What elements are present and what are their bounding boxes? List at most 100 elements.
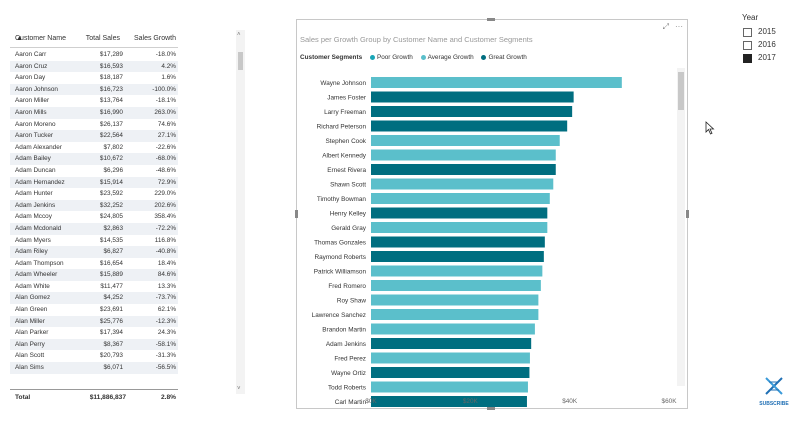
bar[interactable] bbox=[371, 309, 539, 320]
chart-scroll-thumb[interactable] bbox=[678, 72, 684, 110]
header-total-sales[interactable]: Total Sales bbox=[85, 35, 120, 42]
table-row[interactable]: Aaron Tucker $22,564 27.1% bbox=[10, 130, 178, 142]
category-label: Carl Martin bbox=[335, 399, 367, 406]
table-row[interactable]: Adam Alexander $7,802 -22.6% bbox=[10, 142, 178, 154]
bar[interactable] bbox=[371, 207, 548, 219]
table-row[interactable]: Adam White $11,477 13.3% bbox=[10, 281, 178, 293]
bar[interactable] bbox=[371, 222, 548, 233]
header-customer-name[interactable]: Customer Name bbox=[15, 35, 66, 42]
cell-sales-growth: 263.0% bbox=[154, 108, 176, 116]
table-row[interactable]: Adam Bailey $10,672 -68.0% bbox=[10, 153, 178, 165]
table-row[interactable]: Aaron Miller $13,764 -18.1% bbox=[10, 95, 178, 107]
bar[interactable] bbox=[371, 77, 622, 88]
legend-item-great-growth[interactable]: Great Growth bbox=[481, 54, 527, 61]
sales-growth-bar-chart[interactable]: ⤢ ··· Sales per Growth Group by Customer … bbox=[295, 18, 689, 410]
cell-sales-growth: -58.1% bbox=[155, 340, 176, 348]
resize-handle-right[interactable] bbox=[686, 210, 689, 218]
table-row[interactable]: Alan Miller $25,776 -12.3% bbox=[10, 315, 178, 328]
bar[interactable] bbox=[371, 352, 530, 364]
table-row[interactable]: Aaron Mills $16,990 263.0% bbox=[10, 106, 178, 119]
legend-item-average-growth[interactable]: Average Growth bbox=[420, 54, 474, 61]
checkbox-2016[interactable] bbox=[743, 41, 752, 50]
scroll-down-icon[interactable]: ˅ bbox=[237, 386, 241, 392]
table-scrollbar[interactable]: ˄ ˅ bbox=[236, 30, 245, 394]
bar[interactable] bbox=[371, 178, 554, 190]
cell-customer-name: Adam Thompson bbox=[15, 259, 64, 267]
dna-logo-icon bbox=[765, 377, 783, 395]
table-row[interactable]: Adam Mccoy $24,805 358.4% bbox=[10, 211, 178, 223]
table-row[interactable]: Adam Thompson $16,654 18.4% bbox=[10, 258, 178, 270]
bar[interactable] bbox=[371, 106, 573, 117]
subscribe-badge[interactable]: SUBSCRIBE bbox=[754, 376, 794, 407]
resize-handle-bottom[interactable] bbox=[487, 407, 495, 410]
bar[interactable] bbox=[371, 120, 568, 132]
bar[interactable] bbox=[371, 323, 535, 335]
table-row[interactable]: Adam Hunter $23,592 229.0% bbox=[10, 188, 178, 200]
bar[interactable] bbox=[371, 135, 560, 146]
bar[interactable] bbox=[371, 193, 550, 204]
cell-sales-growth: 116.8% bbox=[154, 236, 176, 244]
focus-mode-icon[interactable]: ⤢ bbox=[662, 22, 669, 31]
more-options-icon[interactable]: ··· bbox=[675, 22, 683, 31]
bar[interactable] bbox=[371, 251, 544, 262]
legend-item-poor-growth[interactable]: Poor Growth bbox=[369, 54, 413, 61]
table-row[interactable]: Alan Sims $6,071 -56.5% bbox=[10, 362, 178, 374]
bar[interactable] bbox=[371, 338, 532, 349]
cell-customer-name: Alan Perry bbox=[15, 340, 45, 348]
table-row[interactable]: Aaron Johnson $16,723 -100.0% bbox=[10, 83, 178, 96]
table-row[interactable]: Adam Wheeler $15,889 84.6% bbox=[10, 269, 178, 281]
table-row[interactable]: Alan Parker $17,394 24.3% bbox=[10, 327, 178, 339]
table-row[interactable]: Aaron Cruz $16,593 4.2% bbox=[10, 60, 178, 73]
cell-sales-growth: -12.3% bbox=[155, 317, 176, 325]
bar[interactable] bbox=[371, 396, 527, 407]
table-row[interactable]: Alan Scott $20,793 -31.3% bbox=[10, 350, 178, 362]
chart-scrollbar[interactable] bbox=[677, 68, 685, 386]
table-row[interactable]: Adam Jenkins $32,252 202.6% bbox=[10, 199, 178, 212]
total-growth-value: 2.8% bbox=[160, 394, 176, 401]
cell-customer-name: Aaron Mills bbox=[15, 108, 47, 116]
slicer-item-2016[interactable]: 2016 bbox=[742, 39, 798, 52]
cell-total-sales: $10,672 bbox=[99, 155, 123, 163]
legend-dot-poor-growth bbox=[369, 54, 375, 60]
table-row[interactable]: Alan Green $23,691 62.1% bbox=[10, 304, 178, 316]
cell-customer-name: Adam Riley bbox=[15, 248, 48, 256]
table-row[interactable]: Adam Myers $14,535 116.8% bbox=[10, 235, 178, 247]
bar[interactable] bbox=[371, 367, 530, 378]
bar[interactable] bbox=[371, 236, 545, 248]
bar[interactable] bbox=[371, 294, 539, 306]
table-row[interactable]: Adam Hernandez $15,914 72.9% bbox=[10, 176, 178, 189]
cell-customer-name: Adam Mccoy bbox=[15, 213, 52, 221]
cell-total-sales: $8,367 bbox=[103, 340, 123, 348]
slicer-item-2017[interactable]: 2017 bbox=[742, 52, 798, 65]
category-label: Wayne Johnson bbox=[320, 80, 366, 87]
cell-total-sales: $11,477 bbox=[100, 282, 123, 290]
bar[interactable] bbox=[371, 91, 574, 103]
category-label: Wayne Ortiz bbox=[331, 370, 366, 377]
table-row[interactable]: Adam Mcdonald $2,863 -72.2% bbox=[10, 222, 178, 235]
cell-total-sales: $24,805 bbox=[99, 213, 123, 221]
resize-handle-top[interactable] bbox=[487, 18, 495, 21]
header-sales-growth[interactable]: Sales Growth bbox=[133, 35, 176, 42]
resize-handle-left[interactable] bbox=[295, 210, 298, 218]
bar[interactable] bbox=[371, 381, 528, 393]
table-row[interactable]: Alan Gomez $4,252 -73.7% bbox=[10, 292, 178, 305]
x-tick-label: $20K bbox=[463, 398, 479, 405]
table-row[interactable]: Aaron Day $18,187 1.6% bbox=[10, 72, 178, 84]
table-row[interactable]: Adam Riley $6,827 -40.8% bbox=[10, 246, 178, 258]
table-row[interactable]: Aaron Carr $17,289 -18.0% bbox=[10, 49, 178, 61]
bar[interactable] bbox=[371, 164, 556, 175]
table-scroll-thumb[interactable] bbox=[238, 52, 243, 70]
table-row[interactable]: Alan Perry $8,367 -58.1% bbox=[10, 338, 178, 351]
slicer-item-2015[interactable]: 2015 bbox=[742, 26, 798, 39]
cell-total-sales: $6,296 bbox=[103, 166, 123, 174]
checkbox-2017[interactable] bbox=[743, 54, 752, 63]
scroll-up-icon[interactable]: ˄ bbox=[237, 32, 241, 38]
bar[interactable] bbox=[371, 265, 543, 277]
checkbox-2015[interactable] bbox=[743, 28, 752, 37]
bar[interactable] bbox=[371, 149, 556, 161]
table-row[interactable]: Adam Duncan $6,296 -48.6% bbox=[10, 165, 178, 177]
bar[interactable] bbox=[371, 280, 541, 291]
cell-sales-growth: -100.0% bbox=[152, 85, 176, 93]
category-label: Timothy Bowman bbox=[317, 196, 367, 203]
table-row[interactable]: Aaron Moreno $26,137 74.6% bbox=[10, 119, 178, 131]
